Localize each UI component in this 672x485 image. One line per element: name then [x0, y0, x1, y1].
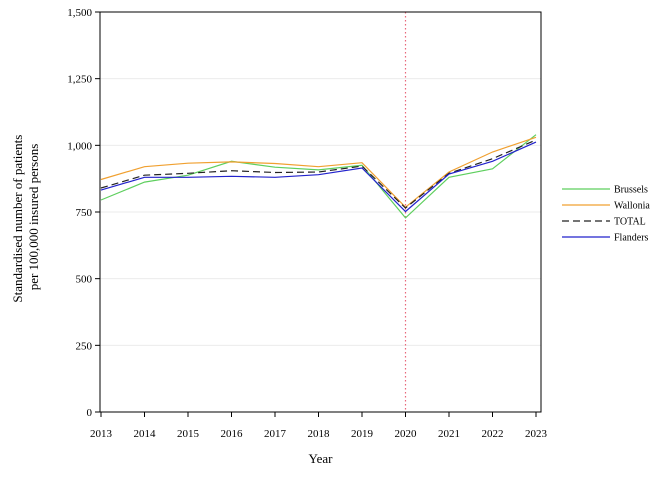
- series-lines: [100, 134, 537, 219]
- y-tick-label: 0: [87, 407, 93, 419]
- legend-label-wallonia: Wallonia: [614, 201, 650, 212]
- y-tick-label: 1,250: [67, 74, 92, 86]
- x-axis: 2013 2014 2015 2016 2017 2018 2019 2020 2021 2022…: [90, 412, 548, 440]
- legend: Brussels Wallonia TOTAL Flanders: [562, 185, 650, 244]
- y-tick-label: 1,000: [67, 140, 92, 152]
- y-axis: 0 250 500 750 1,000 1,250 1,500: [67, 7, 100, 419]
- gridlines: [100, 78, 541, 346]
- x-tick-label: 2013: [90, 428, 113, 440]
- legend-label-brussels: Brussels: [614, 185, 648, 196]
- legend-label-total: TOTAL: [614, 217, 646, 228]
- y-axis-title: Standardised number of patients per 100,…: [10, 131, 41, 302]
- series-line-total: [100, 139, 537, 209]
- y-axis-title-line-2: per 100,000 insured persons: [26, 144, 41, 291]
- x-tick-label: 2018: [308, 428, 331, 440]
- series-line-brussels: [100, 134, 537, 219]
- x-tick-label: 2020: [395, 428, 418, 440]
- y-tick-label: 1,500: [67, 7, 92, 19]
- x-tick-label: 2023: [525, 428, 548, 440]
- x-tick-label: 2015: [177, 428, 200, 440]
- x-tick-label: 2019: [351, 428, 374, 440]
- legend-label-flanders: Flanders: [614, 233, 649, 244]
- x-tick-label: 2014: [134, 428, 157, 440]
- series-line-flanders: [100, 141, 537, 213]
- y-tick-label: 250: [76, 340, 93, 352]
- x-tick-label: 2016: [221, 428, 244, 440]
- x-tick-label: 2017: [264, 428, 287, 440]
- series-line-wallonia: [100, 136, 537, 209]
- x-axis-title: Year: [309, 451, 334, 466]
- y-tick-label: 750: [76, 207, 93, 219]
- y-tick-label: 500: [76, 274, 93, 286]
- y-axis-title-line-1: Standardised number of patients: [10, 135, 25, 303]
- x-tick-label: 2021: [438, 428, 460, 440]
- x-tick-label: 2022: [482, 428, 504, 440]
